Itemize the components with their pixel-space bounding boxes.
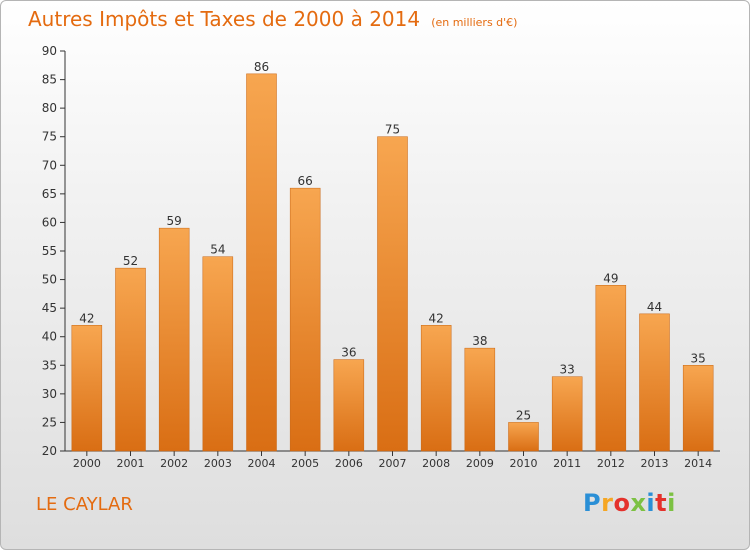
logo-letter: i xyxy=(667,489,676,517)
y-tick-label: 40 xyxy=(42,330,57,344)
logo-letter: P xyxy=(583,489,602,517)
x-tick-label: 2014 xyxy=(684,457,712,470)
bar xyxy=(202,256,234,452)
y-tick-label: 85 xyxy=(42,73,57,87)
chart-subtitle: (en milliers d'€) xyxy=(431,16,518,29)
logo-letter: o xyxy=(613,489,631,517)
data-label: 44 xyxy=(647,300,662,314)
data-label: 42 xyxy=(429,311,444,325)
chart-title-row: Autres Impôts et Taxes de 2000 à 2014 (e… xyxy=(28,7,517,31)
y-tick-label: 55 xyxy=(42,244,57,258)
y-tick-label: 25 xyxy=(42,415,57,429)
data-label: 36 xyxy=(341,346,356,360)
bar xyxy=(289,187,321,452)
bar xyxy=(115,267,146,452)
bar xyxy=(508,422,539,452)
logo-letter: t xyxy=(655,489,668,517)
x-tick-label: 2005 xyxy=(291,457,319,470)
data-label: 42 xyxy=(79,311,94,325)
y-tick-label: 65 xyxy=(42,187,57,201)
data-labels: 42 52 59 54 86 66 36 75 42 38 25 33 49 44 35 xyxy=(79,60,706,423)
x-tick-label: 2010 xyxy=(510,457,538,470)
logo-letter: r xyxy=(601,489,614,517)
y-tick-label: 70 xyxy=(42,158,57,172)
bar xyxy=(333,359,365,452)
bar xyxy=(158,227,190,452)
y-tick-label: 45 xyxy=(42,301,57,315)
bar xyxy=(377,136,408,452)
x-tick-label: 2009 xyxy=(466,457,494,470)
y-tick-label: 90 xyxy=(42,44,57,58)
bar xyxy=(595,285,627,452)
x-tick-label: 2001 xyxy=(117,457,145,470)
data-label: 66 xyxy=(298,174,313,188)
data-label: 75 xyxy=(385,123,400,137)
x-tick-label: 2003 xyxy=(204,457,232,470)
bar xyxy=(682,365,714,452)
x-tick-label: 2011 xyxy=(553,457,581,470)
y-tick-label: 35 xyxy=(42,358,57,372)
data-label: 54 xyxy=(210,243,225,257)
data-label: 33 xyxy=(560,363,575,377)
bar xyxy=(420,325,452,452)
x-tick-label: 2013 xyxy=(641,457,669,470)
x-tick-label: 2008 xyxy=(422,457,450,470)
bar xyxy=(551,376,583,452)
bar xyxy=(639,313,670,452)
y-tick-label: 60 xyxy=(42,215,57,229)
city-name: LE CAYLAR xyxy=(36,494,133,515)
axes: 20 25 30 35 40 45 50 55 60 65 70 75 80 85 90 2000 2001 20… xyxy=(42,44,720,470)
logo-letter: i xyxy=(646,489,656,517)
bars xyxy=(71,73,714,452)
x-tick-label: 2012 xyxy=(597,457,625,470)
y-tick-label: 30 xyxy=(42,387,57,401)
data-label: 35 xyxy=(691,351,706,365)
bar xyxy=(246,73,277,452)
y-tick-label: 50 xyxy=(42,273,57,287)
logo-letter: x xyxy=(630,489,647,517)
y-tick-label: 20 xyxy=(42,444,57,458)
y-tick-label: 75 xyxy=(42,130,57,144)
x-tick-label: 2002 xyxy=(160,457,188,470)
data-label: 38 xyxy=(472,334,487,348)
x-tick-label: 2007 xyxy=(379,457,407,470)
x-tick-label: 2004 xyxy=(248,457,276,470)
data-label: 25 xyxy=(516,408,531,422)
bar xyxy=(464,347,496,452)
data-label: 86 xyxy=(254,60,269,74)
bar xyxy=(71,325,103,452)
x-tick-label: 2000 xyxy=(73,457,101,470)
proxiti-logo[interactable]: Proxiti xyxy=(583,489,676,517)
data-label: 49 xyxy=(603,271,618,285)
data-label: 59 xyxy=(167,214,182,228)
data-label: 52 xyxy=(123,254,138,268)
chart-title: Autres Impôts et Taxes de 2000 à 2014 xyxy=(28,7,421,31)
y-tick-label: 80 xyxy=(42,101,57,115)
x-tick-label: 2006 xyxy=(335,457,363,470)
